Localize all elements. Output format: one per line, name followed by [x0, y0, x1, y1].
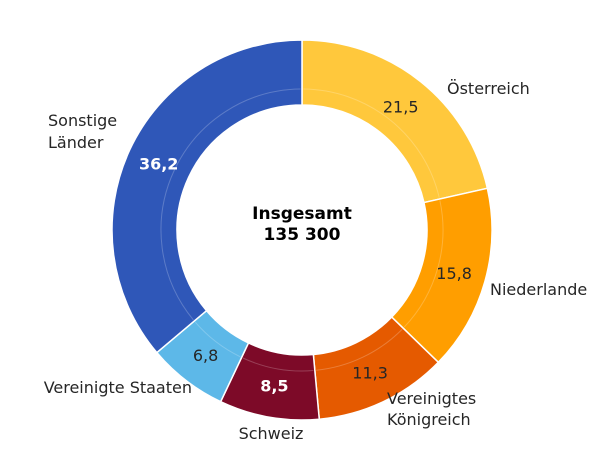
slice-category-label: Österreich: [447, 79, 530, 98]
category-labels-group: Österreich Niederlande Vereinigtes Königrei…: [44, 79, 588, 443]
slice-category-label: Niederlande: [490, 280, 587, 299]
slice-inner-ring: [194, 321, 241, 358]
slice-category-label-line: Österreich: [447, 79, 530, 98]
slice-inner-ring: [303, 88, 440, 198]
donut-slice: [111, 39, 303, 354]
slice-value-label: 8,5: [260, 377, 288, 396]
slice-inner-ring: [316, 328, 403, 371]
slice-value-label: 36,2: [139, 155, 178, 174]
center-total: 135 300: [264, 225, 341, 245]
slice-category-label-line: Niederlande: [490, 280, 587, 299]
slice-value-label: 15,8: [436, 264, 472, 283]
slice-inner-ring: [403, 200, 444, 328]
slice-inner-ring: [242, 357, 314, 372]
slice-category-label: Vereinigte Staaten: [44, 378, 192, 397]
slice-category-label: Schweiz: [239, 424, 304, 443]
slice-category-label-line: Schweiz: [239, 424, 304, 443]
slice-category-label-line: Königreich: [387, 410, 471, 429]
slice-category-label-line: Länder: [48, 133, 104, 152]
slice-value-label: 11,3: [352, 364, 388, 383]
slice-value-label: 21,5: [383, 98, 419, 117]
slice-category-label-line: Vereinigtes: [387, 389, 476, 408]
value-labels-group: 21,5 15,8 11,3 8,5 6,8 36,2: [139, 98, 472, 396]
slice-inner-ring: [160, 88, 301, 321]
center-title: Insgesamt: [252, 204, 352, 224]
slice-value-label: 6,8: [193, 346, 218, 365]
slice-category-label-line: Sonstige: [48, 111, 117, 130]
donut-slice: [301, 39, 489, 204]
slices-group: [111, 39, 493, 421]
slice-category-label-line: Vereinigte Staaten: [44, 378, 192, 397]
slice-category-label: Vereinigtes Königreich: [387, 389, 476, 429]
slice-category-label: Sonstige Länder: [48, 111, 117, 152]
